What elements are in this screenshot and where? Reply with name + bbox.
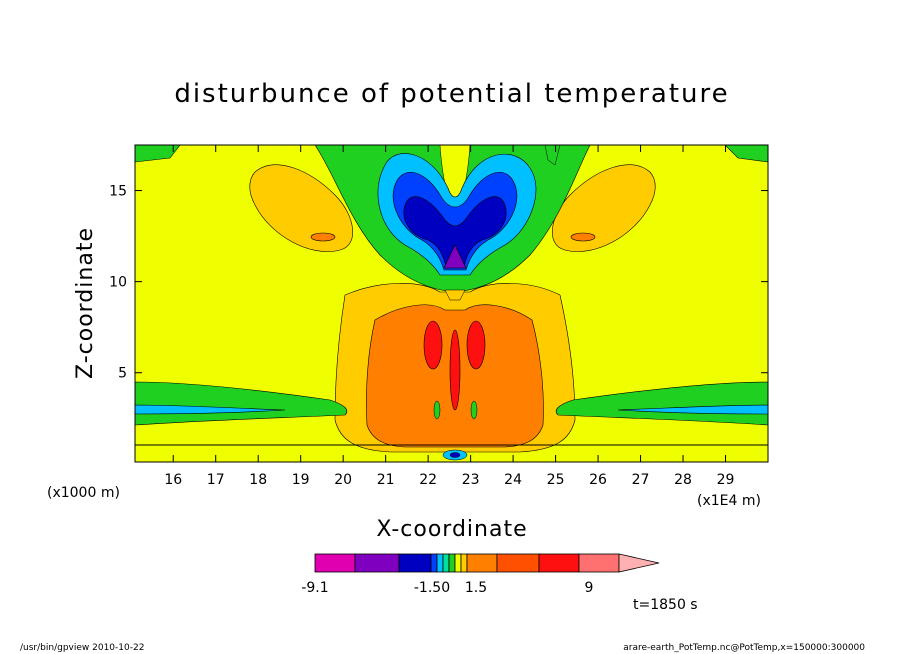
y-axis-label: Z-coordinate — [73, 227, 98, 379]
x-tick-label: 16 — [164, 472, 182, 488]
contour-lower-right-cyan — [617, 404, 768, 415]
x-tick-label: 19 — [292, 472, 310, 488]
x-tick-label: 17 — [207, 472, 225, 488]
contour-neck — [444, 289, 466, 301]
colorbar-swatch — [448, 553, 456, 573]
plot-frame — [134, 144, 769, 463]
colorbar — [314, 553, 660, 573]
x-tick-label: 27 — [632, 472, 650, 488]
x-tick-label: 23 — [462, 472, 480, 488]
colorbar-tick-max: 9 — [585, 580, 594, 596]
colorbar-swatch — [430, 553, 438, 573]
colorbar-swatch — [538, 553, 580, 573]
footer-right: arare-earth_PotTemp.nc@PotTemp,x=150000:… — [623, 643, 865, 653]
contour-upper-right-core — [570, 232, 596, 242]
contour-bottom-blue — [449, 452, 461, 458]
colorbar-tick-pos: 1.5 — [465, 580, 487, 596]
colorbar-tick-min: -9.1 — [301, 580, 328, 596]
contour-red-right — [466, 320, 486, 370]
colorbar-tick-neg: -1.50 — [414, 580, 450, 596]
y-tick-label: 10 — [109, 275, 127, 291]
contour-upper-left-lobe — [249, 164, 354, 252]
y-tick-label: 15 — [109, 184, 127, 200]
x-tick-label: 18 — [249, 472, 267, 488]
contour-lower-left-green — [135, 381, 348, 426]
contour-green-spot-left — [433, 400, 441, 420]
contour-field — [135, 145, 768, 462]
contour-top-right-green — [724, 145, 768, 163]
colorbar-swatch — [454, 553, 462, 573]
x-axis-label: X-coordinate — [376, 517, 527, 542]
colorbar-swatch — [354, 553, 400, 573]
x-tick-label: 20 — [334, 472, 352, 488]
x-tick-label: 21 — [377, 472, 395, 488]
colorbar-end-arrow — [618, 553, 660, 573]
y-axis-unit: (x1000 m) — [47, 485, 120, 501]
contour-upper-left-core — [310, 232, 336, 242]
contour-blue-ring — [392, 172, 518, 271]
x-tick-label: 26 — [589, 472, 607, 488]
colorbar-swatch — [460, 553, 468, 573]
colorbar-swatch — [398, 553, 432, 573]
colorbar-swatch — [314, 553, 356, 573]
time-label: t=1850 s — [633, 597, 698, 613]
contour-red-left — [423, 320, 443, 370]
contour-purple-core — [443, 244, 467, 269]
x-tick-label: 22 — [419, 472, 437, 488]
contour-top-left-green — [135, 145, 181, 163]
colorbar-swatch — [466, 553, 498, 573]
colorbar-swatch — [578, 553, 620, 573]
footer-left: /usr/bin/gpview 2010-10-22 — [20, 643, 144, 653]
contour-darkblue-core — [403, 196, 507, 269]
x-axis-unit: (x1E4 m) — [697, 493, 761, 509]
colorbar-swatch — [496, 553, 540, 573]
contour-green-spot-right — [470, 400, 478, 420]
contour-red-center — [449, 329, 461, 411]
contour-lower-left-cyan — [135, 404, 286, 415]
chart-title: disturbunce of potential temperature — [174, 79, 729, 109]
x-tick-label: 29 — [717, 472, 735, 488]
colorbar-swatch — [436, 553, 444, 573]
colorbar-swatch — [442, 553, 450, 573]
contour-upper-right-lobe — [551, 164, 656, 252]
y-tick-label: 5 — [118, 366, 127, 382]
x-tick-label: 28 — [674, 472, 692, 488]
y-axis-ticks: 5 10 15 — [109, 184, 768, 382]
contour-lower-right-green — [555, 381, 768, 426]
x-tick-label: 25 — [547, 472, 565, 488]
x-axis-ticks: 16 17 18 19 20 21 22 23 24 25 26 27 28 29 — [164, 145, 734, 488]
contour-green-streak — [544, 145, 561, 166]
x-tick-label: 24 — [504, 472, 522, 488]
